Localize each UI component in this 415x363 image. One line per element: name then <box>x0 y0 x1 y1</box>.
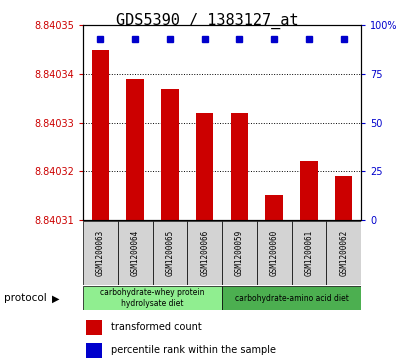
Bar <box>222 286 361 310</box>
Bar <box>153 221 187 285</box>
Text: carbohydrate-amino acid diet: carbohydrate-amino acid diet <box>234 294 349 302</box>
Bar <box>86 343 103 358</box>
Text: GSM1200065: GSM1200065 <box>166 230 174 276</box>
Bar <box>86 320 103 335</box>
Text: percentile rank within the sample: percentile rank within the sample <box>111 345 276 355</box>
Text: carbohydrate-whey protein
hydrolysate diet: carbohydrate-whey protein hydrolysate di… <box>100 288 205 308</box>
Bar <box>335 176 352 220</box>
Bar <box>127 79 144 220</box>
Text: GSM1200059: GSM1200059 <box>235 230 244 276</box>
Text: GSM1200060: GSM1200060 <box>270 230 278 276</box>
Bar <box>92 50 109 220</box>
Bar <box>257 221 292 285</box>
Text: ▶: ▶ <box>52 293 60 303</box>
Text: GSM1200066: GSM1200066 <box>200 230 209 276</box>
Bar <box>326 221 361 285</box>
Text: GSM1200062: GSM1200062 <box>339 230 348 276</box>
Text: protocol: protocol <box>4 293 47 303</box>
Bar <box>83 286 222 310</box>
Bar <box>300 162 317 220</box>
Text: GSM1200064: GSM1200064 <box>131 230 139 276</box>
Bar <box>231 113 248 220</box>
Text: transformed count: transformed count <box>111 322 202 333</box>
Bar <box>196 113 213 220</box>
Bar <box>83 221 118 285</box>
Text: GDS5390 / 1383127_at: GDS5390 / 1383127_at <box>116 13 299 29</box>
Text: GSM1200061: GSM1200061 <box>305 230 313 276</box>
Bar <box>161 89 178 220</box>
Bar <box>222 221 257 285</box>
Bar <box>187 221 222 285</box>
Text: GSM1200063: GSM1200063 <box>96 230 105 276</box>
Bar <box>291 221 326 285</box>
Bar <box>118 221 153 285</box>
Bar <box>266 195 283 220</box>
